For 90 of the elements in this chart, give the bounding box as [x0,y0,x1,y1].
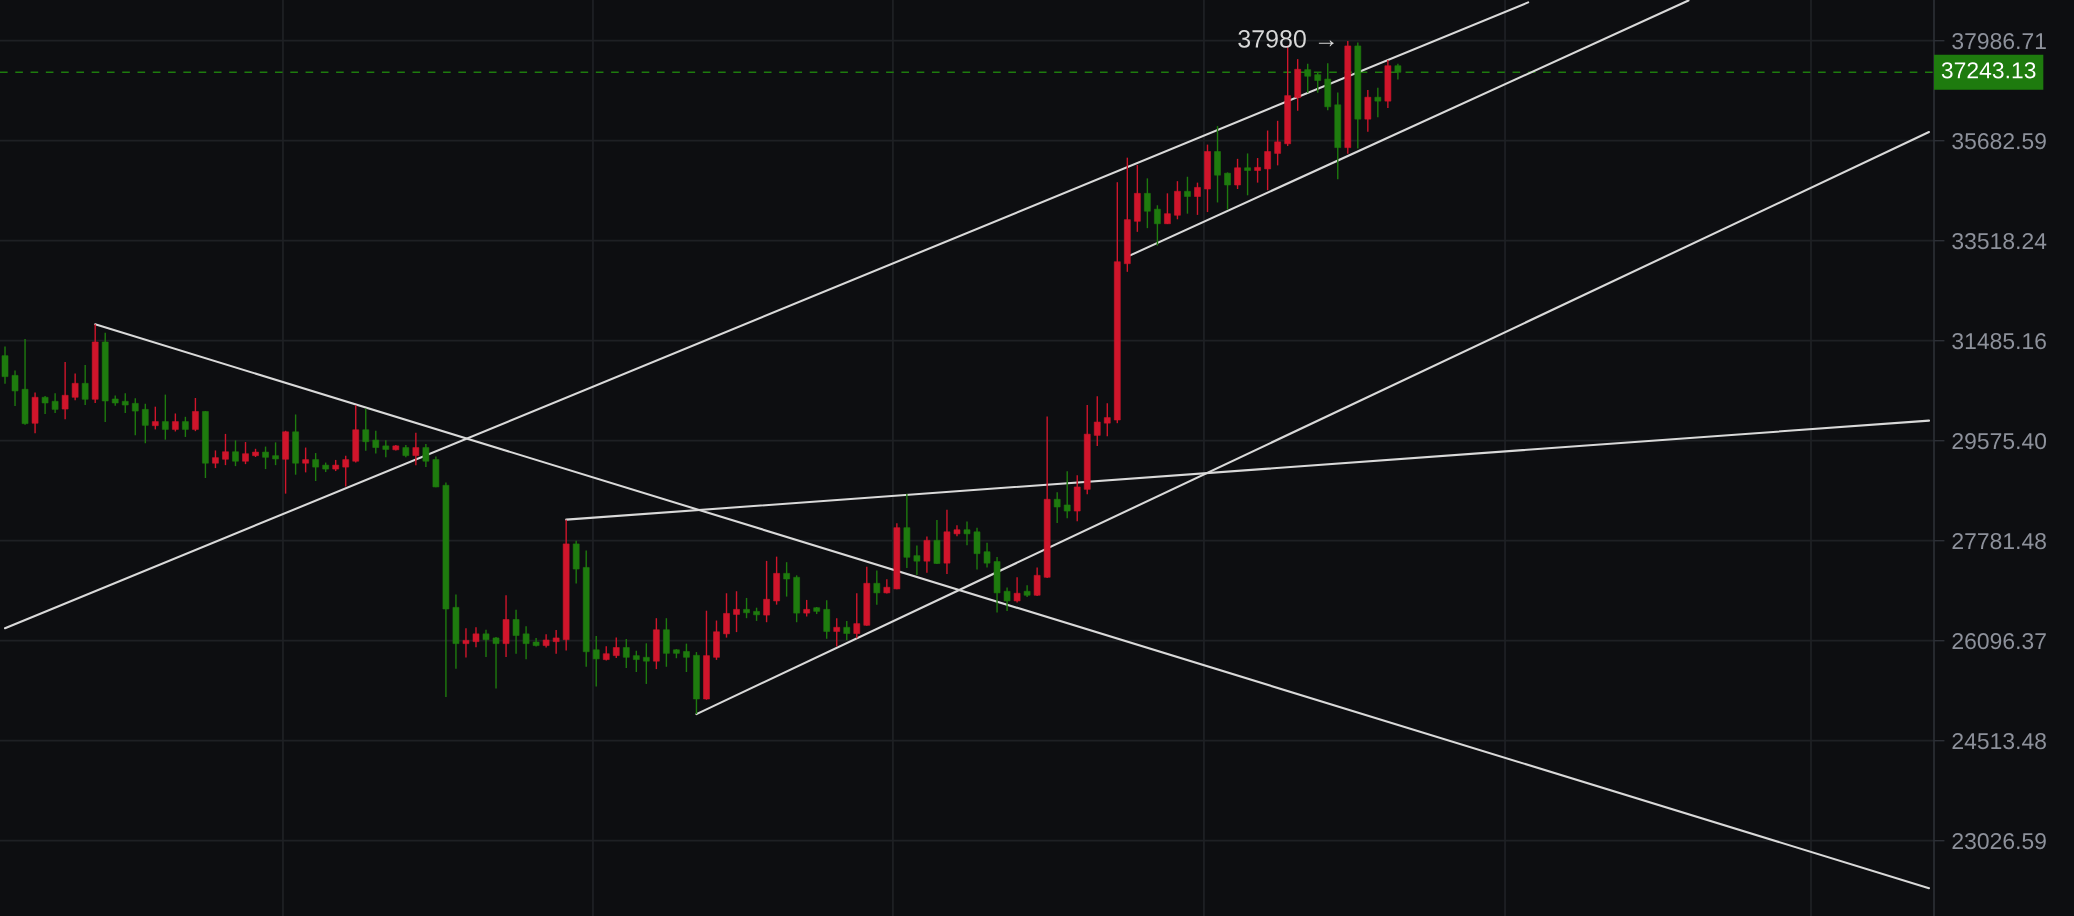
candlestick [833,617,841,648]
candlestick [121,392,129,414]
candlestick [873,569,881,606]
candlestick [1164,192,1171,225]
candlestick [342,454,349,488]
candlestick [462,627,470,659]
candlestick [1003,586,1011,612]
candlestick [422,443,430,468]
candlestick [552,629,560,655]
candlestick [412,432,420,466]
candlestick [1154,204,1161,247]
y-tick-label: 26096.37 [1952,633,2046,650]
candlestick [81,364,89,406]
candlestick [1174,180,1181,220]
candlestick [1224,171,1231,211]
candlestick [1194,181,1201,216]
candlestick [1184,176,1191,215]
candlestick [492,636,500,690]
candlestick [272,441,279,466]
candlestick [783,561,790,598]
candlestick [1093,395,1101,447]
candlestick [663,617,670,668]
candlestick [242,441,249,465]
candlestick [1264,129,1271,191]
candlestick [823,599,830,640]
y-tick-label: 31485.16 [1952,333,2046,350]
candlestick [472,626,480,648]
candlestick [763,560,770,623]
candlestick [51,392,59,414]
candlestick [302,446,309,474]
candlestick [683,642,690,673]
y-tick-label: 29575.40 [1952,433,2047,450]
candlestick [1,345,9,385]
candlestick [71,372,79,401]
candlestick [1033,566,1041,597]
candlestick [733,590,740,633]
candlestick [1254,157,1261,184]
candlestick [623,638,630,669]
candlestick [1144,177,1151,229]
candlestick [131,397,139,436]
candlestick [853,592,861,639]
candlestick [1013,576,1021,604]
candlestick [1053,491,1061,524]
candlestick [482,629,490,658]
candlestick [1374,87,1382,118]
candlestick [192,397,199,432]
candlestick [1364,89,1372,133]
candlestick [222,433,229,466]
candlestick [983,541,991,569]
candlestick [142,402,149,445]
candlestick [1063,470,1071,519]
candlestick [172,412,179,433]
candlestick [633,650,640,673]
candlestick [592,635,600,688]
candlestick [723,592,730,639]
y-tick-label: 27781.48 [1952,533,2046,550]
candlestick [262,445,269,470]
candlestick [923,535,931,574]
annotation: 37980 → [1238,30,1334,48]
y-tick-label: 35682.59 [1952,133,2046,150]
candlestick [362,407,370,452]
y-tick-label: 24513.48 [1952,733,2046,750]
candlestick [11,369,19,407]
candlestick [1214,125,1221,204]
candlestick [312,452,319,482]
candlestick [1104,402,1111,437]
candlestick [612,636,620,659]
candlestick [1244,152,1251,197]
candlestick [152,405,159,431]
candlestick [643,642,650,685]
candlestick [162,393,169,441]
candlestick [933,519,941,565]
candlestick [843,620,851,642]
ref-line-label: 37243.13 [1941,62,2036,79]
y-tick-label: 33518.24 [1952,233,2047,250]
candlestick [1274,120,1281,167]
candlestick [743,597,750,619]
candlestick [512,608,520,655]
candlestick [522,625,530,660]
candlestick [182,416,189,438]
candlestick [963,520,971,546]
y-tick-label: 23026.59 [1952,833,2046,850]
candlestick [913,544,921,576]
candlestick [41,395,49,415]
candlestick [973,526,981,571]
candlestick [1234,158,1241,190]
candlestick [232,439,239,467]
candlestick [372,430,380,455]
y-tick-label: 37986.71 [1952,33,2046,50]
candlestick [61,361,69,420]
